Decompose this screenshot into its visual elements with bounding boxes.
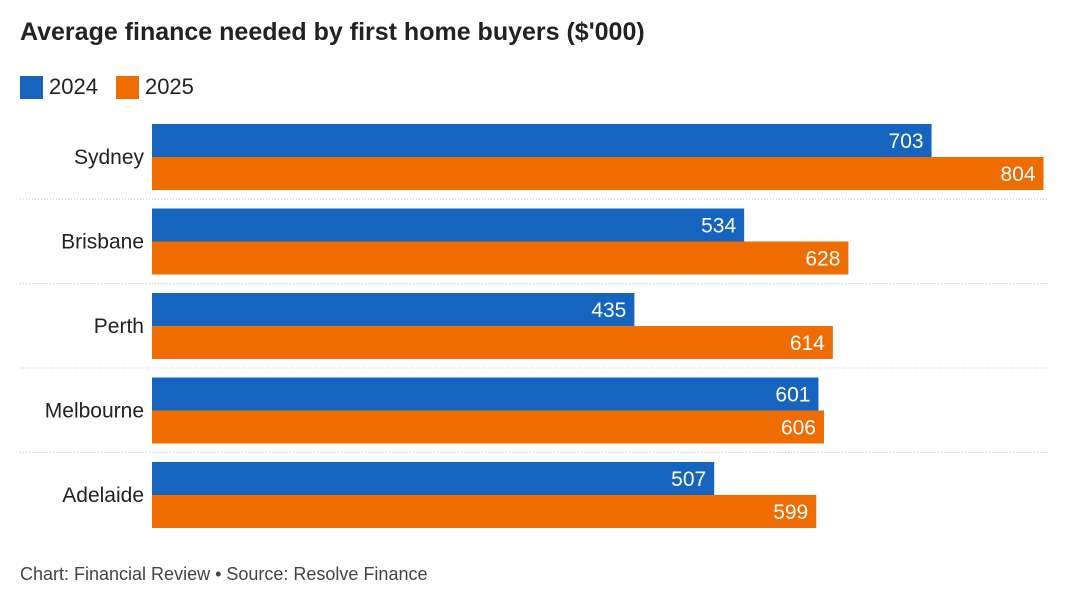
value-label-adelaide-2024: 507 xyxy=(671,468,706,491)
chart-title: Average finance needed by first home buy… xyxy=(20,18,645,46)
bar-adelaide-2024 xyxy=(152,462,715,495)
legend-swatch-2024 xyxy=(20,75,43,99)
value-label-perth-2024: 435 xyxy=(591,299,626,322)
chart-footer: Chart: Financial Review • Source: Resolv… xyxy=(20,564,428,584)
category-label-adelaide: Adelaide xyxy=(62,484,144,507)
value-label-melbourne-2025: 606 xyxy=(781,417,816,440)
category-label-melbourne: Melbourne xyxy=(45,400,144,423)
category-label-perth: Perth xyxy=(94,315,144,338)
bar-sydney-2025 xyxy=(152,157,1044,190)
legend-label-2025: 2025 xyxy=(144,74,194,99)
bar-brisbane-2024 xyxy=(152,208,745,242)
bar-sydney-2024 xyxy=(152,124,932,157)
value-label-sydney-2025: 804 xyxy=(1001,163,1036,186)
bar-melbourne-2025 xyxy=(152,410,824,444)
value-label-sydney-2024: 703 xyxy=(889,130,924,153)
legend-swatch-2025 xyxy=(115,75,139,99)
value-label-adelaide-2025: 599 xyxy=(773,501,808,524)
value-label-brisbane-2025: 628 xyxy=(805,248,840,271)
legend-label-2024: 2024 xyxy=(49,74,98,99)
bar-adelaide-2025 xyxy=(152,495,817,528)
value-label-melbourne-2024: 601 xyxy=(775,384,810,407)
bar-perth-2024 xyxy=(152,293,635,326)
value-label-perth-2025: 614 xyxy=(790,332,825,355)
category-label-brisbane: Brisbane xyxy=(61,231,144,254)
value-label-brisbane-2024: 534 xyxy=(701,215,736,238)
bar-perth-2025 xyxy=(152,326,833,359)
legend: 2024 2025 xyxy=(20,74,212,100)
legend-item-2024: 2024 xyxy=(20,74,98,100)
bar-melbourne-2024 xyxy=(152,377,819,411)
category-label-sydney: Sydney xyxy=(74,146,145,169)
bar-brisbane-2025 xyxy=(152,241,849,275)
legend-item-2025: 2025 xyxy=(115,74,194,100)
